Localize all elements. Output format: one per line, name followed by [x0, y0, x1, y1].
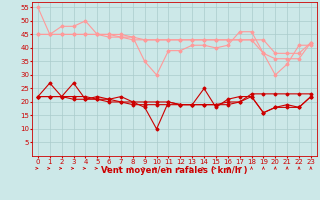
- X-axis label: Vent moyen/en rafales ( km/h ): Vent moyen/en rafales ( km/h ): [101, 166, 248, 175]
